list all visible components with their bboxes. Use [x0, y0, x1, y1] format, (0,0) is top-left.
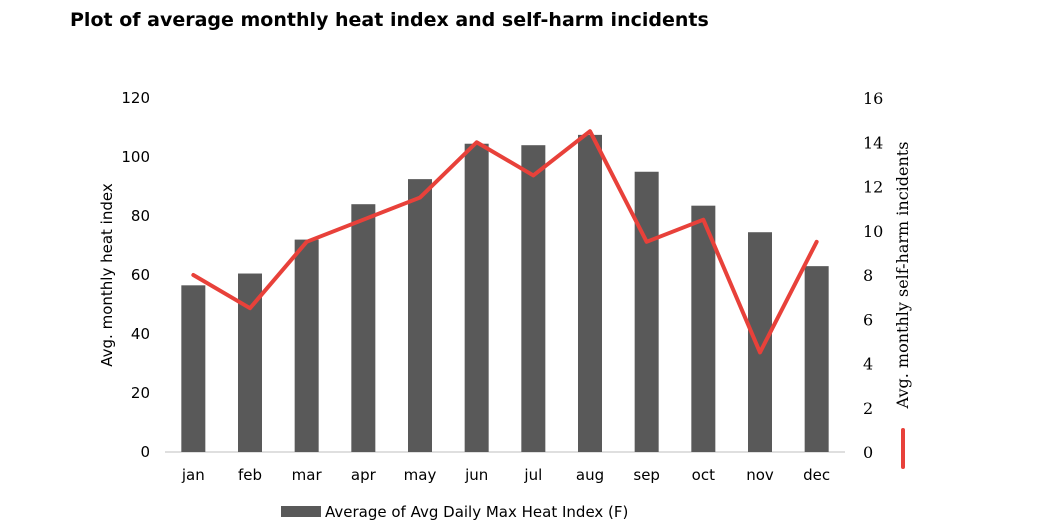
y-tick-right: 0 [863, 443, 873, 462]
x-tick-dec: dec [803, 466, 830, 484]
y-tick-right: 12 [863, 178, 883, 197]
x-tick-nov: nov [746, 466, 774, 484]
y-tick-left: 20 [131, 384, 150, 402]
y-tick-right: 8 [863, 266, 873, 285]
bar-oct [691, 205, 716, 452]
x-tick-sep: sep [633, 466, 660, 484]
x-tick-jun: jun [464, 466, 488, 484]
x-tick-may: may [404, 466, 437, 484]
bar-jan [181, 285, 206, 452]
y-tick-left: 100 [121, 148, 150, 166]
bar-sep [634, 171, 659, 452]
bar-aug [578, 134, 602, 452]
y-tick-left: 80 [131, 207, 150, 225]
x-tick-apr: apr [351, 466, 377, 484]
bar-mar [294, 239, 319, 452]
x-tick-aug: aug [576, 466, 604, 484]
x-tick-jan: jan [181, 466, 205, 484]
y-tick-right: 2 [863, 399, 873, 418]
bar-jun [464, 143, 489, 452]
x-tick-oct: oct [692, 466, 715, 484]
x-tick-jul: jul [523, 466, 542, 484]
y-tick-right: 14 [863, 133, 883, 152]
legend-label: Average of Avg Daily Max Heat Index (F) [325, 503, 628, 521]
y-tick-left: 40 [131, 325, 150, 343]
y-tick-right: 4 [863, 355, 873, 374]
legend-swatch [281, 506, 321, 517]
y-axis-label-left: Avg. monthly heat index [98, 183, 116, 367]
y-tick-right: 6 [863, 310, 873, 329]
x-tick-feb: feb [238, 466, 262, 484]
bar-dec [804, 266, 829, 452]
bar-jul [521, 145, 546, 452]
self-harm-line [191, 129, 819, 355]
y-tick-left: 60 [131, 266, 150, 284]
chart-title: Plot of average monthly heat index and s… [70, 9, 709, 31]
y-tick-right: 10 [863, 222, 883, 241]
y-tick-left: 0 [140, 443, 150, 461]
x-tick-mar: mar [292, 466, 323, 484]
bar-nov [748, 232, 772, 452]
bar-may [408, 179, 432, 452]
y-tick-right: 16 [863, 89, 883, 108]
bar-apr [351, 204, 376, 452]
y-tick-left: 120 [121, 89, 150, 107]
y-axis-label-right: Avg. monthly self-harm incidents [893, 142, 912, 410]
